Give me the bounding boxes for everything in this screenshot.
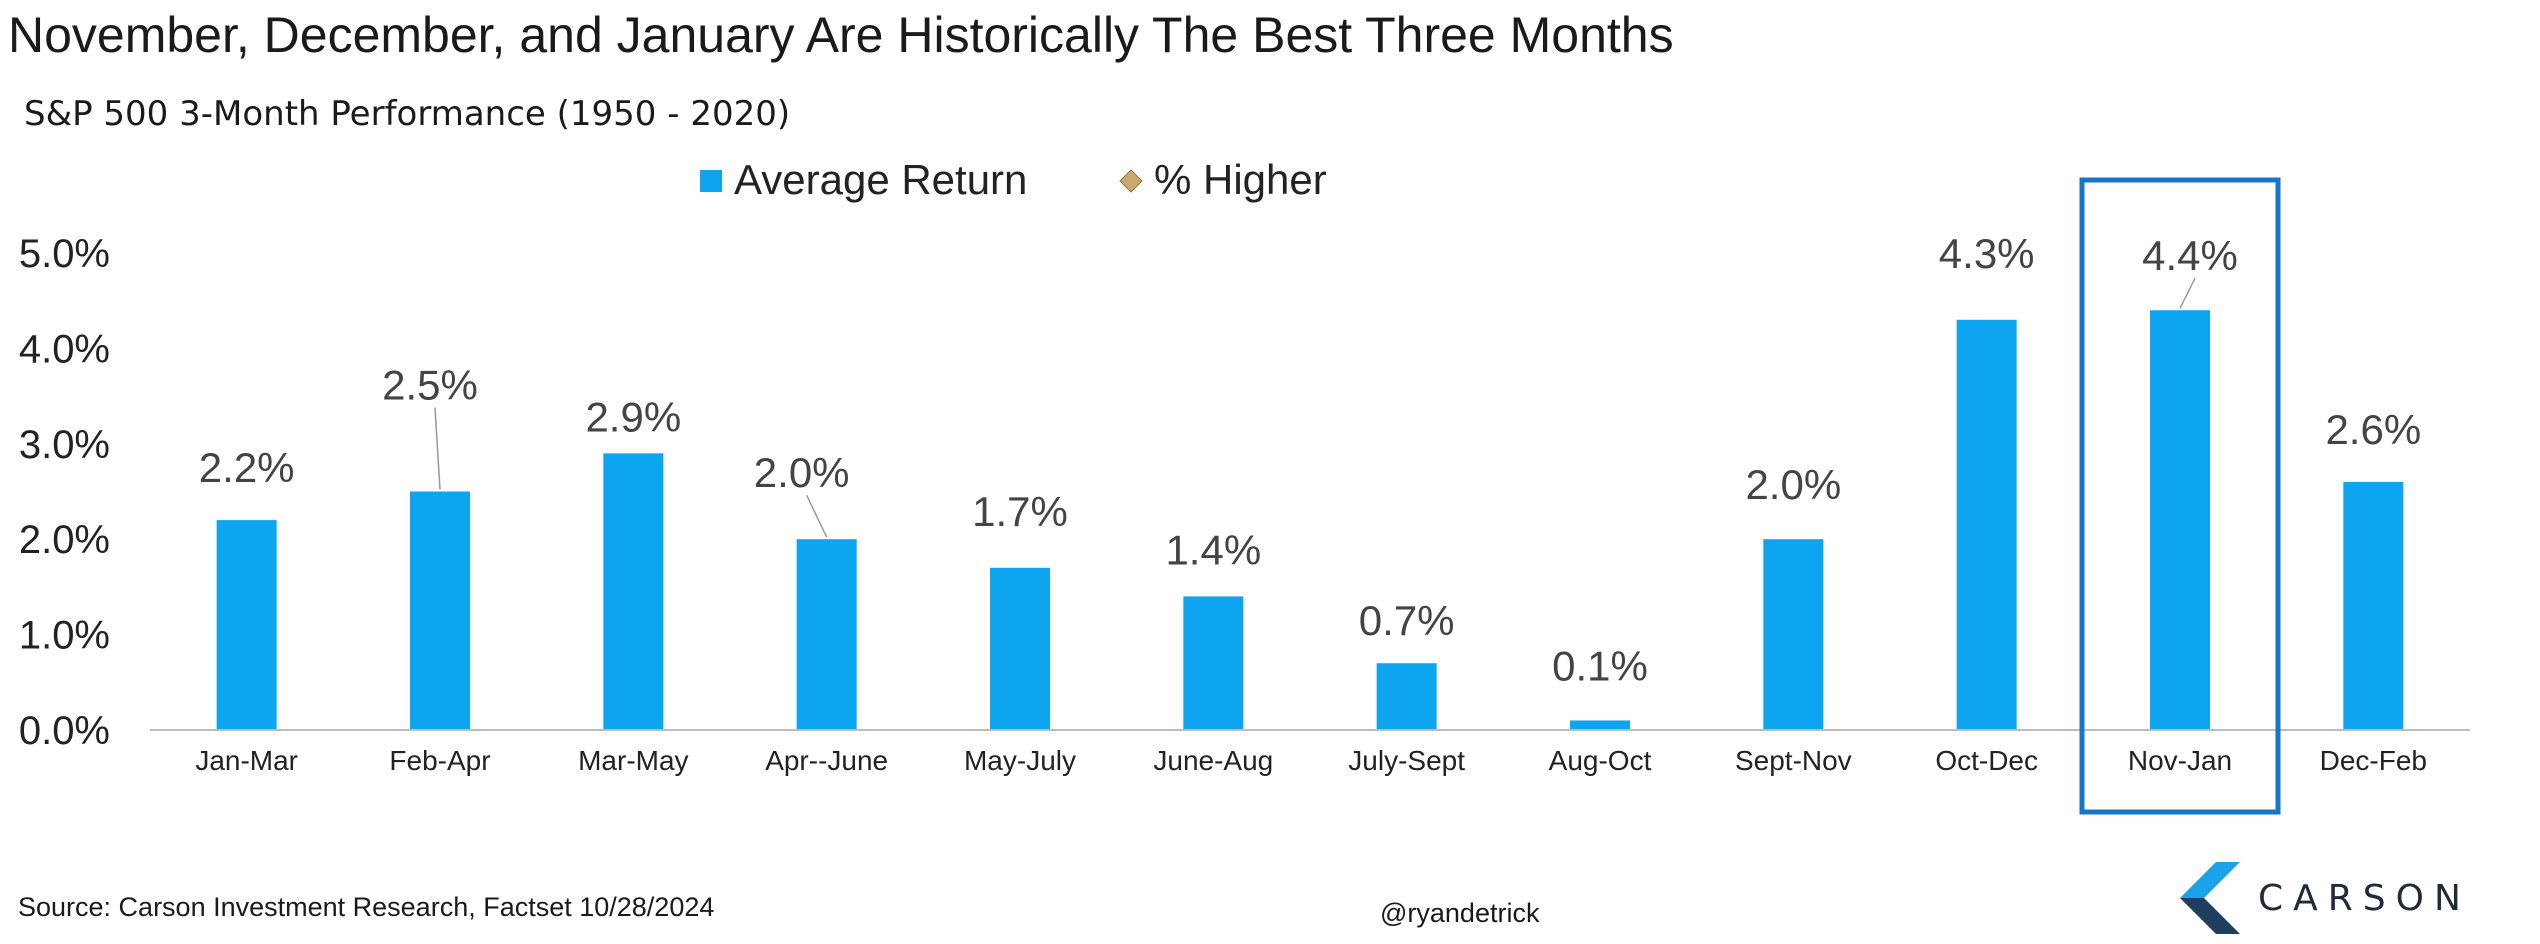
x-tick-label: Aug-Oct <box>1549 745 1652 776</box>
bar <box>1956 319 2017 730</box>
x-tick-label: Nov-Jan <box>2128 745 2232 776</box>
bar <box>1763 539 1824 730</box>
bar <box>603 453 664 730</box>
y-tick-label: 5.0% <box>19 232 110 276</box>
bar <box>796 539 857 730</box>
x-axis: Jan-Mar Feb-Apr Mar-May Apr--June May-July Ju… <box>150 729 2470 776</box>
y-axis: 0.0% 1.0% 2.0% 3.0% 4.0% 5.0% <box>19 232 110 753</box>
y-tick-label: 4.0% <box>19 327 110 371</box>
bar <box>1570 720 1630 730</box>
bars <box>216 310 2404 730</box>
data-label: 2.0% <box>1745 461 1841 508</box>
data-label: 1.7% <box>972 488 1068 535</box>
data-label: 4.4% <box>2142 232 2238 279</box>
legend-label-pct-higher: % Higher <box>1154 156 1327 203</box>
legend: Average Return % Higher <box>700 156 1327 203</box>
data-label: 2.0% <box>754 449 850 496</box>
source-note: Source: Carson Investment Research, Fact… <box>18 892 715 922</box>
data-label: 1.4% <box>1165 526 1261 573</box>
x-tick-label: Apr--June <box>765 745 888 776</box>
bar <box>216 520 277 730</box>
data-labels: 2.2% 2.5% 2.9% 2.0% 1.7% 1.4% 0.7% 0.1% 2.0% 4.3%… <box>199 230 2421 690</box>
bar <box>1376 663 1437 730</box>
logo-text: CARSON <box>2258 877 2471 919</box>
y-tick-label: 0.0% <box>19 709 110 753</box>
x-tick-label: Jan-Mar <box>195 745 298 776</box>
y-tick-label: 1.0% <box>19 614 110 658</box>
data-label: 2.9% <box>585 393 681 440</box>
x-tick-label: Dec-Feb <box>2320 745 2427 776</box>
y-tick-label: 3.0% <box>19 423 110 467</box>
highlight-box <box>2079 177 2281 815</box>
chart-subtitle: S&P 500 3-Month Performance (1950 - 2020… <box>24 94 791 134</box>
x-tick-label: Sept-Nov <box>1735 745 1852 776</box>
bar <box>2343 481 2404 730</box>
carson-chevron-icon <box>2180 862 2240 934</box>
bar <box>2150 310 2210 730</box>
label-leader-lines <box>434 277 2196 538</box>
data-label: 0.1% <box>1552 642 1648 689</box>
x-tick-label: May-July <box>964 745 1076 776</box>
leader-line <box>805 494 828 538</box>
author-handle: @ryandetrick <box>1380 898 1540 928</box>
leader-line <box>434 407 441 490</box>
bar <box>1183 596 1244 730</box>
legend-swatch-average-return <box>700 170 722 192</box>
highlight-box-group <box>2079 177 2281 815</box>
data-label: 4.3% <box>1939 230 2035 277</box>
bar <box>990 567 1050 730</box>
x-tick-label: June-Aug <box>1153 745 1273 776</box>
x-tick-label: Mar-May <box>578 745 688 776</box>
legend-swatch-pct-higher <box>1119 169 1143 193</box>
data-label: 2.2% <box>199 444 295 491</box>
data-label: 2.6% <box>2325 406 2421 453</box>
y-tick-label: 2.0% <box>19 518 110 562</box>
carson-logo: CARSON <box>2180 862 2471 934</box>
legend-label-average-return: Average Return <box>734 156 1027 203</box>
leader-line <box>2179 277 2196 309</box>
x-tick-label: Feb-Apr <box>389 745 490 776</box>
bar <box>410 491 470 730</box>
data-label: 2.5% <box>382 362 478 409</box>
x-tick-label: Oct-Dec <box>1935 745 2038 776</box>
data-label: 0.7% <box>1359 597 1455 644</box>
chart-title: November, December, and January Are Hist… <box>8 7 1674 63</box>
x-tick-label: July-Sept <box>1348 745 1465 776</box>
